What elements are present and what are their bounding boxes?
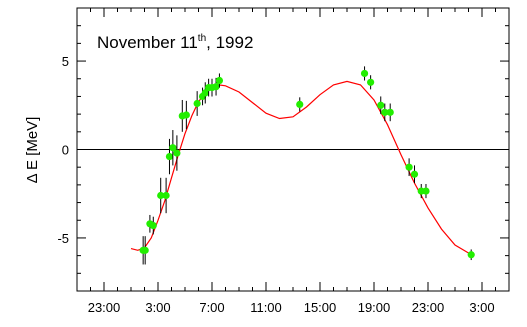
data-points [139, 66, 475, 265]
data-point [169, 144, 177, 152]
data-point [215, 76, 224, 85]
data-point [201, 89, 209, 97]
data-point [360, 69, 369, 78]
x-tick-label: 7:00 [199, 300, 224, 315]
x-tick-label: 3:00 [145, 300, 170, 315]
x-tick-label: 11:00 [250, 300, 282, 315]
y-tick-label: 5 [62, 54, 69, 69]
data-point [381, 108, 389, 116]
x-tick-label: 3:00 [469, 300, 494, 315]
data-point [165, 152, 174, 161]
data-point [193, 99, 201, 108]
data-point [405, 163, 413, 171]
x-tick-label: 23:00 [412, 300, 445, 315]
x-tick-label: 23:00 [88, 300, 121, 315]
data-point [296, 100, 304, 108]
data-point [149, 221, 157, 230]
data-point [141, 246, 149, 254]
data-point [410, 170, 419, 178]
data-point [157, 191, 165, 200]
data-point [162, 191, 170, 200]
axis-ticks [76, 7, 510, 292]
tick-labels: 23:00 3:00 7:00 11:00 15:00 19:00 23:00 3:00 5 0 -… [57, 54, 494, 315]
data-point [386, 108, 394, 116]
y-axis-label: Δ E [MeV] [24, 117, 41, 184]
data-point [467, 251, 475, 259]
data-point [212, 83, 220, 91]
data-point [422, 187, 430, 195]
data-point [377, 101, 385, 109]
y-tick-label: -5 [57, 231, 69, 246]
data-point [173, 149, 181, 157]
data-point [367, 78, 375, 86]
chart-title: November 11th, 1992 [97, 33, 253, 52]
x-tick-label: 19:00 [358, 300, 391, 315]
data-point [182, 111, 190, 119]
y-tick-label: 0 [62, 143, 69, 158]
x-tick-label: 15:00 [304, 300, 337, 315]
